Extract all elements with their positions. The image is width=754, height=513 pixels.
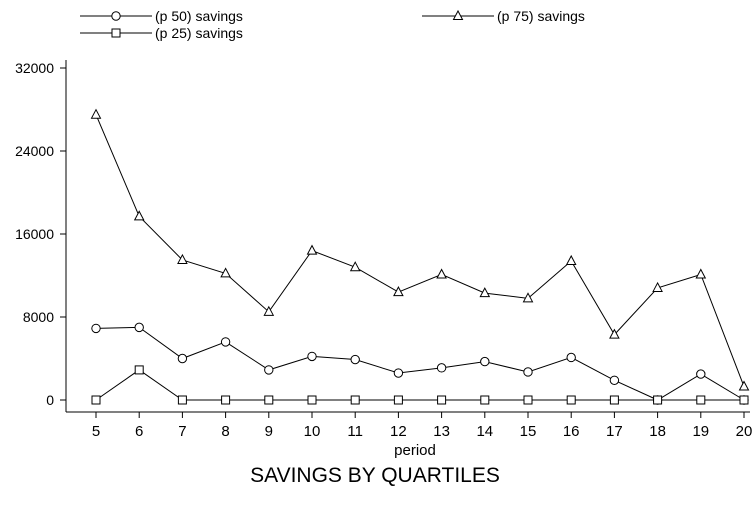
data-point	[91, 323, 101, 334]
data-point	[653, 395, 663, 405]
legend-item: (p 75) savings	[422, 8, 585, 24]
x-tick-label: 9	[265, 423, 273, 440]
y-ticks: 0 8000 16000 24000 32000	[15, 60, 66, 408]
y-tick-label: 8000	[23, 309, 54, 325]
data-point	[609, 375, 620, 385]
data-point	[134, 322, 144, 333]
x-tick-label: 17	[606, 423, 623, 440]
x-tick-label: 6	[135, 423, 143, 440]
legend-label: (p 50) savings	[155, 8, 243, 24]
data-point	[436, 268, 447, 279]
series-line	[95, 114, 745, 387]
data-point	[480, 395, 490, 405]
legend-marker	[111, 28, 121, 38]
data-point	[739, 395, 749, 405]
x-tick-label: 7	[178, 423, 186, 440]
data-point	[522, 292, 534, 303]
data-point	[264, 365, 274, 375]
data-point	[696, 369, 706, 379]
x-ticks: 5 6 7 8 9 10 11 12 13 14 15 16 17 18 19 20	[92, 412, 753, 440]
series-group	[90, 108, 750, 405]
data-point	[349, 261, 361, 272]
legend-marker	[111, 11, 121, 21]
x-tick-label: 15	[520, 423, 537, 440]
data-point	[220, 267, 231, 278]
data-point	[350, 395, 360, 405]
data-point	[393, 286, 404, 297]
data-point	[220, 337, 231, 347]
data-point	[91, 395, 101, 405]
data-point	[696, 395, 706, 405]
x-tick-label: 14	[476, 423, 493, 440]
x-tick-label: 12	[390, 423, 407, 440]
legend-item: (p 25) savings	[80, 25, 243, 41]
data-point	[221, 395, 231, 405]
data-point	[609, 328, 620, 339]
data-point	[738, 380, 750, 391]
x-tick-label: 20	[736, 423, 753, 440]
legend-label: (p 75) savings	[497, 8, 585, 24]
data-point	[90, 108, 102, 119]
x-tick-label: 10	[304, 423, 321, 440]
data-point	[393, 368, 404, 378]
data-point	[609, 395, 619, 405]
x-axis-label: period	[394, 442, 436, 459]
data-point	[134, 365, 144, 375]
data-point	[307, 395, 317, 405]
data-point	[177, 353, 188, 364]
series-triangle	[90, 108, 750, 391]
data-point	[523, 395, 533, 405]
chart-title: SAVINGS BY QUARTILES	[250, 464, 500, 487]
data-point	[264, 395, 274, 405]
axes	[65, 60, 750, 413]
x-tick-label: 11	[347, 423, 363, 440]
y-tick-label: 16000	[15, 226, 54, 242]
series-line	[95, 326, 745, 401]
x-tick-label: 19	[692, 423, 709, 440]
series-square	[91, 365, 749, 405]
legend-marker	[452, 9, 464, 20]
x-tick-label: 8	[221, 423, 229, 440]
data-point	[479, 287, 491, 298]
series-circle	[91, 322, 749, 405]
x-tick-label: 18	[649, 423, 666, 440]
data-point	[307, 351, 317, 362]
data-point	[523, 367, 533, 377]
legend-item: (p 50) savings	[80, 8, 243, 24]
data-point	[263, 305, 275, 316]
data-point	[566, 352, 576, 363]
series-line	[95, 369, 744, 401]
data-point	[393, 395, 403, 405]
x-tick-label: 13	[433, 423, 450, 440]
y-tick-label: 0	[46, 392, 54, 408]
data-point	[177, 395, 187, 405]
data-point	[350, 354, 360, 365]
data-point	[480, 356, 490, 367]
data-point	[566, 395, 576, 405]
data-point	[306, 244, 318, 255]
x-tick-label: 5	[92, 423, 100, 440]
data-point	[437, 395, 447, 405]
legend-label: (p 25) savings	[155, 25, 243, 41]
data-point	[565, 254, 577, 265]
x-tick-label: 16	[563, 423, 580, 440]
data-point	[133, 210, 145, 221]
data-point	[177, 253, 188, 264]
data-point	[652, 281, 663, 292]
y-tick-label: 24000	[15, 143, 54, 159]
data-point	[436, 363, 447, 373]
y-tick-label: 32000	[15, 60, 54, 76]
data-point	[695, 268, 707, 279]
legend: (p 50) savings (p 75) savings (p 25) savin…	[80, 8, 585, 41]
